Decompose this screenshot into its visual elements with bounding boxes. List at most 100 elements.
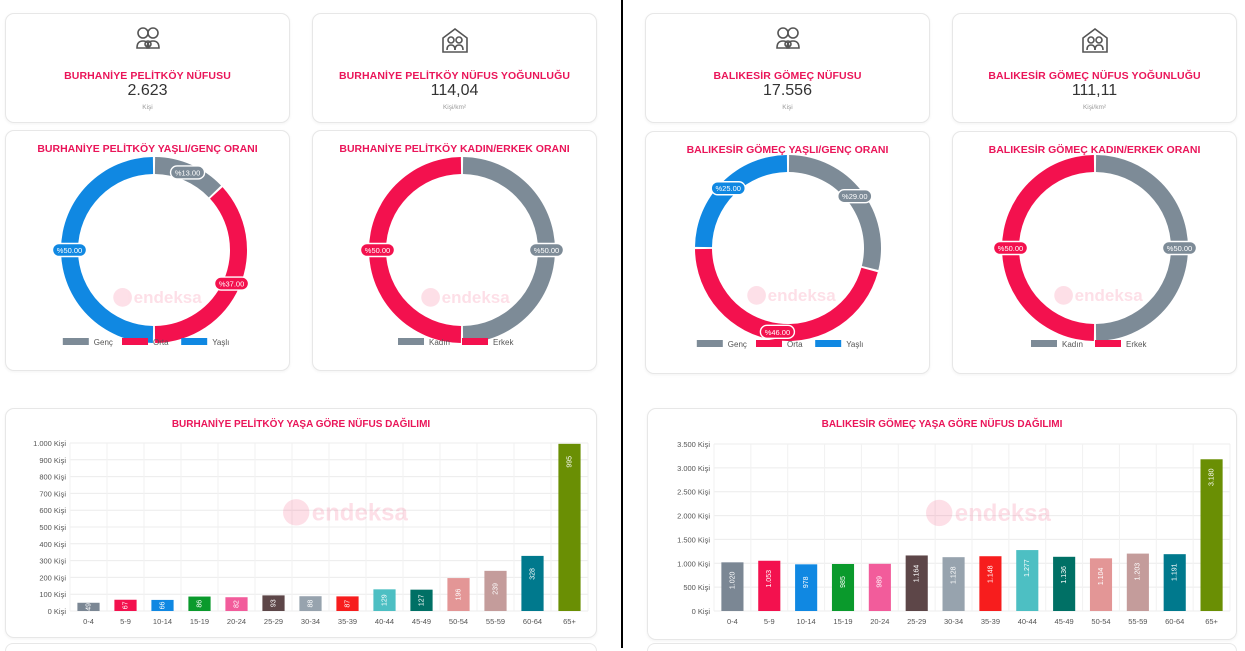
bar[interactable] xyxy=(77,602,100,611)
x-tick-label: 5-9 xyxy=(764,617,775,626)
bar[interactable] xyxy=(1200,459,1223,611)
right-density-value: 111,11 xyxy=(1071,82,1118,99)
slice-label: %25.00 xyxy=(716,184,741,193)
x-tick-label: 30-34 xyxy=(301,617,320,626)
x-tick-label: 35-39 xyxy=(981,617,1000,626)
bar[interactable] xyxy=(795,564,818,611)
left-age-donut-card: BURHANİYE PELİTKÖY YAŞLI/GENÇ ORANI ende… xyxy=(5,130,290,371)
bar[interactable] xyxy=(373,589,396,611)
x-tick-label: 65+ xyxy=(563,617,576,626)
y-tick-label: 400 Kişi xyxy=(39,540,66,549)
bar[interactable] xyxy=(188,596,211,611)
bar[interactable] xyxy=(262,595,285,611)
x-tick-label: 25-29 xyxy=(907,617,926,626)
legend-swatch xyxy=(462,338,488,345)
donut-slice[interactable] xyxy=(695,155,788,248)
bar-value-label: 3.180 xyxy=(1208,468,1215,486)
bar-value-label: 1.277 xyxy=(1024,559,1031,577)
watermark-logo-icon xyxy=(421,288,440,307)
legend-label: Kadın xyxy=(1062,340,1083,349)
bar[interactable] xyxy=(151,599,174,611)
bar-value-label: 93 xyxy=(270,599,277,607)
bar-value-label: 995 xyxy=(566,456,573,468)
bar[interactable] xyxy=(979,556,1002,611)
bar[interactable] xyxy=(1016,550,1039,611)
bar-value-label: 88 xyxy=(307,600,314,608)
x-tick-label: 25-29 xyxy=(264,617,283,626)
bar[interactable] xyxy=(484,570,507,611)
bar[interactable] xyxy=(1089,558,1113,611)
y-tick-label: 0 Kişi xyxy=(692,607,711,616)
right-density-unit: Kişi/km² xyxy=(1082,104,1107,111)
right-gender-donut-chart: endeksa %50.00 %50.00 Kadın Erkek xyxy=(992,155,1198,349)
bar[interactable] xyxy=(558,443,581,611)
donut-slice[interactable] xyxy=(1002,155,1095,341)
donut-slice[interactable] xyxy=(695,248,878,341)
legend-label: Orta xyxy=(787,340,803,349)
slice-label: %13.00 xyxy=(175,168,200,177)
right-age-bars-title: BALIKESİR GÖMEÇ YAŞA GÖRE NÜFUS DAĞILIMI xyxy=(821,419,1063,430)
x-tick-label: 60-64 xyxy=(1165,617,1184,626)
slice-label: %50.00 xyxy=(534,246,559,255)
bar-value-label: 49 xyxy=(85,603,92,611)
left-age-bars-title: BURHANİYE PELİTKÖY YAŞA GÖRE NÜFUS DAĞIL… xyxy=(171,419,431,430)
legend-label: Erkek xyxy=(1126,340,1147,349)
bar[interactable] xyxy=(758,560,781,611)
legend-swatch xyxy=(1031,340,1057,347)
bar[interactable] xyxy=(1053,556,1076,611)
x-tick-label: 10-14 xyxy=(797,617,816,626)
bar[interactable] xyxy=(336,596,359,611)
bar[interactable] xyxy=(114,599,137,611)
slice-label-badge xyxy=(710,181,746,196)
y-tick-label: 200 Kişi xyxy=(39,573,66,582)
watermark: endeksa xyxy=(926,499,1052,527)
bar[interactable] xyxy=(942,557,965,611)
house-family-icon xyxy=(441,28,468,53)
slice-label-badge xyxy=(528,242,565,258)
bar-value-label: 978 xyxy=(803,576,810,588)
watermark-text: endeksa xyxy=(134,288,203,307)
legend-swatch xyxy=(398,338,424,345)
donut-slice[interactable] xyxy=(788,155,881,271)
bar[interactable] xyxy=(447,578,470,611)
watermark: endeksa xyxy=(283,499,409,526)
slice-label-badge xyxy=(1161,240,1198,256)
legend-label: Genç xyxy=(94,338,113,347)
bar[interactable] xyxy=(868,563,891,611)
watermark-text: endeksa xyxy=(442,288,511,307)
bar-value-label: 1.104 xyxy=(1098,567,1105,585)
donut-slice[interactable] xyxy=(1095,155,1188,341)
bar-value-label: 127 xyxy=(418,594,425,606)
slice-label-badge xyxy=(837,189,873,204)
slice-label-badge xyxy=(169,165,206,180)
x-tick-label: 40-44 xyxy=(375,617,394,626)
bar[interactable] xyxy=(225,597,248,611)
slice-label: %50.00 xyxy=(57,246,82,255)
bar[interactable] xyxy=(905,555,928,611)
donut-slice[interactable] xyxy=(154,187,248,343)
bar[interactable] xyxy=(521,555,544,611)
bar[interactable] xyxy=(1126,553,1149,611)
slice-label-badge xyxy=(359,242,396,258)
y-tick-label: 900 Kişi xyxy=(39,456,66,465)
y-tick-label: 500 Kişi xyxy=(683,583,710,592)
x-tick-label: 10-14 xyxy=(153,617,172,626)
slice-label: %50.00 xyxy=(1167,244,1192,253)
bar-value-label: 1.203 xyxy=(1135,563,1142,581)
left-age-bars-card: BURHANİYE PELİTKÖY YAŞA GÖRE NÜFUS DAĞIL… xyxy=(5,408,597,638)
x-tick-label: 55-59 xyxy=(486,617,505,626)
bar[interactable] xyxy=(1163,554,1186,611)
bar[interactable] xyxy=(831,564,855,611)
bar[interactable] xyxy=(299,596,322,611)
watermark: endeksa xyxy=(113,288,202,307)
right-population-card: BALIKESİR GÖMEÇ NÜFUSU 17.556 Kişi xyxy=(645,13,930,123)
bar[interactable] xyxy=(410,589,433,611)
bar[interactable] xyxy=(721,562,744,611)
y-tick-label: 1.500 Kişi xyxy=(677,535,710,544)
left-age-donut-title: BURHANİYE PELİTKÖY YAŞLI/GENÇ ORANI xyxy=(37,143,258,155)
x-tick-label: 15-19 xyxy=(190,617,209,626)
donut-slice[interactable] xyxy=(462,157,555,343)
watermark: endeksa xyxy=(747,286,836,305)
y-tick-label: 1.000 Kişi xyxy=(677,559,710,568)
watermark: endeksa xyxy=(421,288,510,307)
